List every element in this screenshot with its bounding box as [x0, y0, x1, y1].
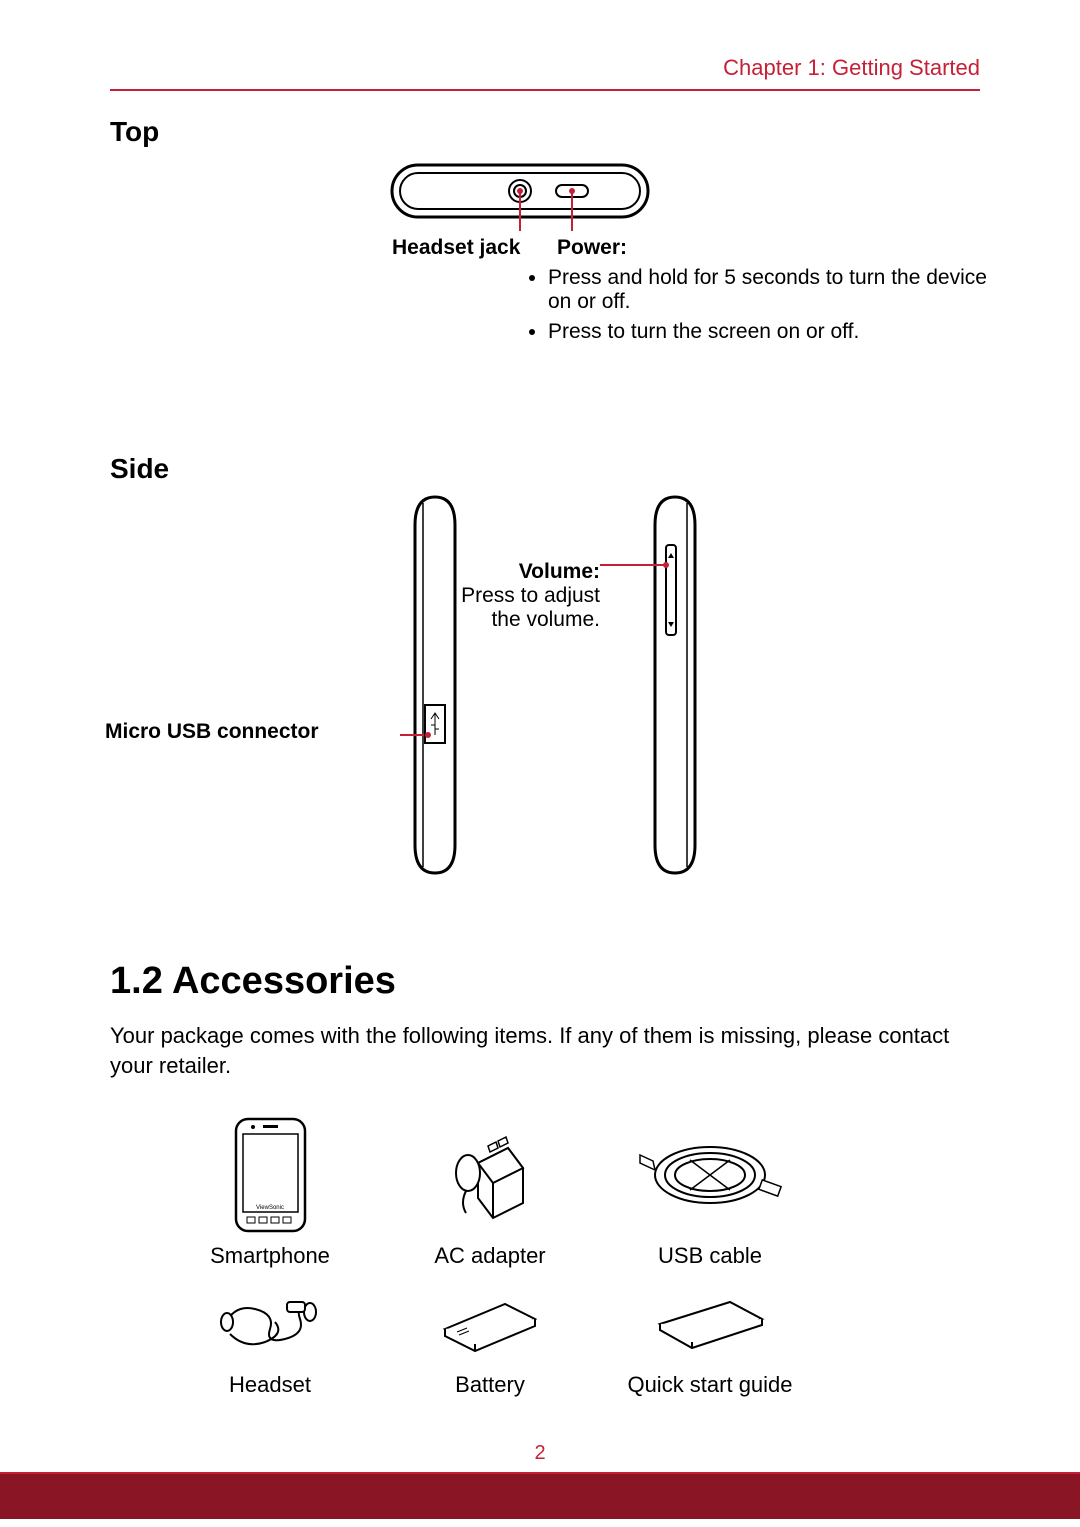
- volume-desc: Press to adjust the volume.: [440, 584, 600, 632]
- svg-text:ViewSonic: ViewSonic: [256, 1205, 284, 1211]
- headset-jack-label: Headset jack: [392, 236, 520, 260]
- accessory-usb-cable: USB cable: [605, 1115, 815, 1269]
- accessory-label: Smartphone: [165, 1243, 375, 1269]
- accessories-grid: ViewSonic Smartphone AC adapter: [165, 1115, 980, 1398]
- volume-label: Volume:: [440, 560, 600, 584]
- accessory-label: Battery: [385, 1372, 595, 1398]
- volume-block: Volume: Press to adjust the volume.: [440, 560, 600, 632]
- quick-start-guide-icon: [605, 1289, 815, 1364]
- section-top-heading: Top: [110, 116, 980, 148]
- page: Chapter 1: Getting Started Top Headset j…: [0, 0, 1080, 1527]
- accessory-smartphone: ViewSonic Smartphone: [165, 1115, 375, 1269]
- ac-adapter-icon: [385, 1115, 595, 1235]
- accessory-ac-adapter: AC adapter: [385, 1115, 595, 1269]
- power-bullets: Press and hold for 5 seconds to turn the…: [520, 266, 990, 350]
- micro-usb-label: Micro USB connector: [105, 720, 319, 744]
- phone-side-icon: [400, 495, 710, 885]
- power-bullet-1: Press and hold for 5 seconds to turn the…: [548, 266, 990, 314]
- accessory-label: AC adapter: [385, 1243, 595, 1269]
- accessory-battery: Battery: [385, 1289, 595, 1398]
- accessory-label: USB cable: [605, 1243, 815, 1269]
- side-diagram: Volume: Press to adjust the volume. Micr…: [110, 485, 980, 915]
- chapter-header: Chapter 1: Getting Started: [110, 55, 980, 91]
- accessory-headset: Headset: [165, 1289, 375, 1398]
- page-footer: 2: [0, 1472, 1080, 1527]
- phone-top-icon: [390, 163, 650, 238]
- accessory-quick-start-guide: Quick start guide: [605, 1289, 815, 1398]
- smartphone-icon: ViewSonic: [165, 1115, 375, 1235]
- battery-icon: [385, 1289, 595, 1364]
- headset-icon: [165, 1289, 375, 1364]
- section-side-heading: Side: [110, 453, 980, 485]
- page-number: 2: [0, 1442, 1080, 1465]
- usb-cable-icon: [605, 1115, 815, 1235]
- accessories-intro: Your package comes with the following it…: [110, 1021, 980, 1080]
- accessory-label: Headset: [165, 1372, 375, 1398]
- accessories-heading: 1.2 Accessories: [110, 960, 980, 1003]
- power-label: Power:: [557, 236, 627, 260]
- accessory-label: Quick start guide: [605, 1372, 815, 1398]
- top-diagram: Headset jack Power: Press and hold for 5…: [110, 148, 980, 428]
- power-bullet-2: Press to turn the screen on or off.: [548, 320, 990, 344]
